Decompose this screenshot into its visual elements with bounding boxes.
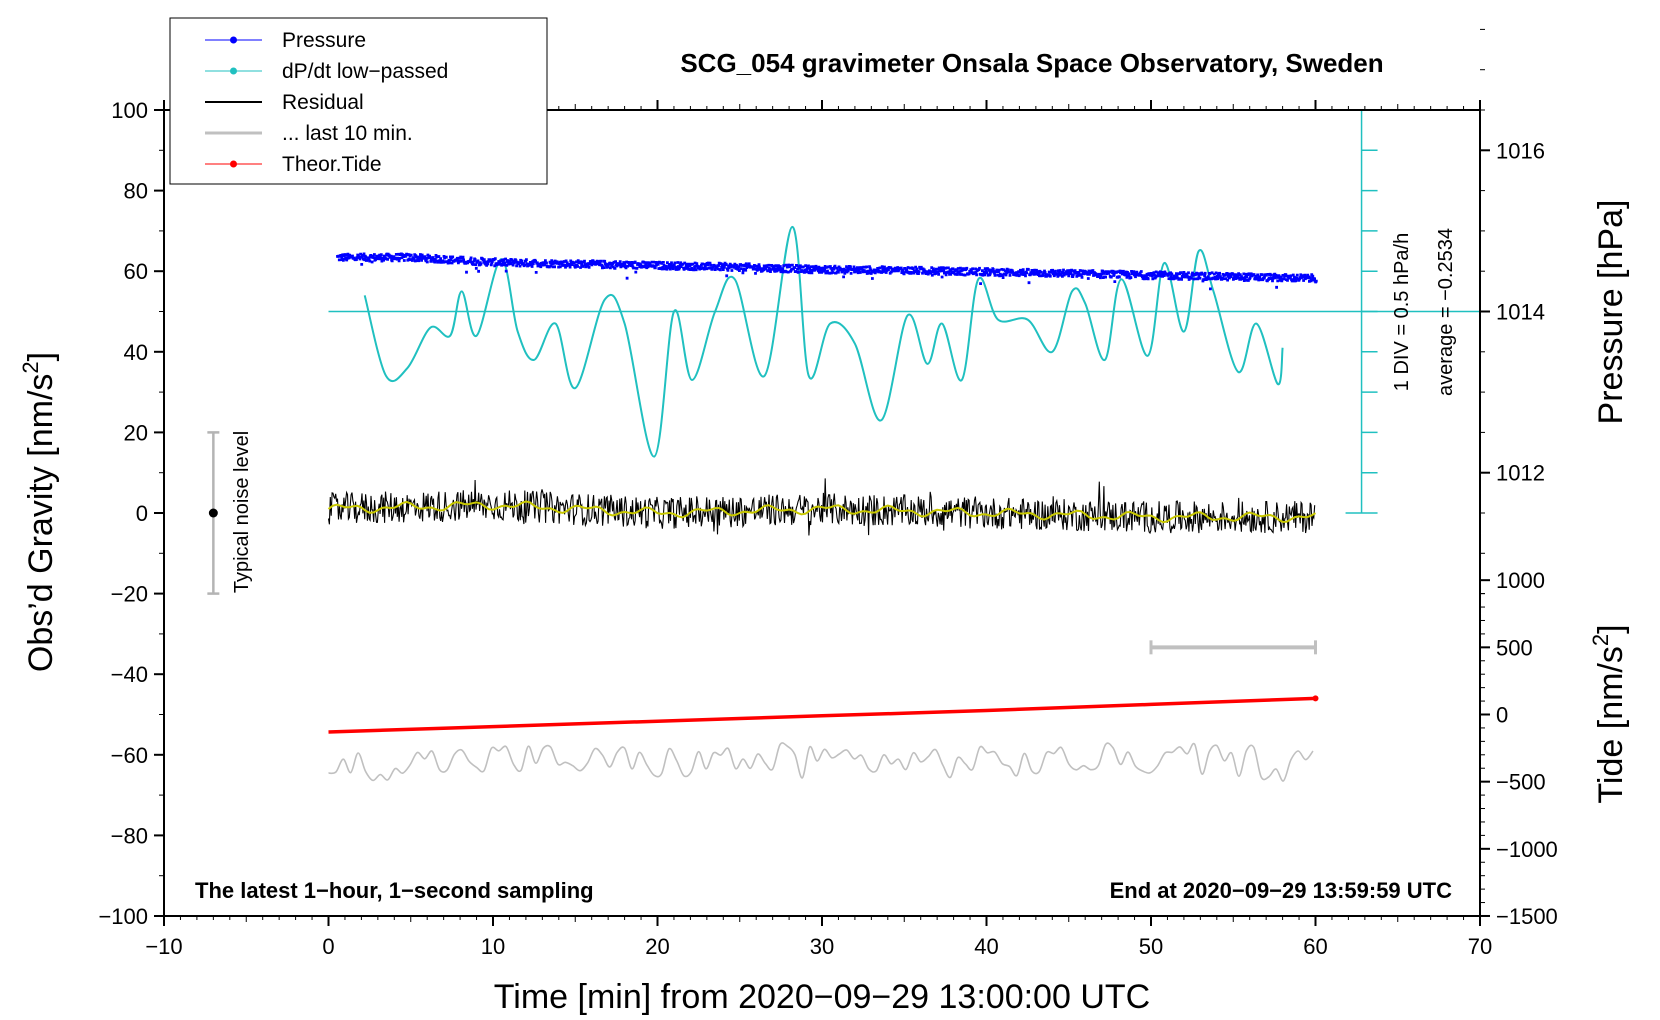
x-tick-label: 20 [645,934,669,959]
legend-swatch-marker [230,160,237,168]
residual-smoothed-line [327,500,1317,524]
x-tick-label: 10 [481,934,505,959]
tide-tick-label: −1000 [1496,837,1558,862]
y-tick-label: 40 [124,340,148,365]
y-axis-title-gravity-end: ] [22,352,60,361]
y-axis-title-tide-main: Tide [nm/s [1592,646,1630,803]
legend-label: Pressure [282,29,366,52]
residual-line [327,478,1316,536]
pressure-tick-label: 1014 [1496,300,1545,325]
y-tick-label: −60 [111,743,148,768]
y-axis-title-gravity-sup: 2 [18,361,43,373]
x-tick-label: 60 [1303,934,1327,959]
x-tick-label: −10 [145,934,182,959]
last10-line [328,742,1314,782]
pressure-tick-label: 1012 [1496,461,1545,486]
pressure-tick-label: 1016 [1496,138,1545,163]
dpdt-div-label: 1 DIV = 0.5 hPa/h [1391,233,1413,391]
noise-level-label: Typical noise level [231,431,253,593]
noise-center-point [208,508,218,518]
x-tick-label: 40 [974,934,998,959]
legend-label: ... last 10 min. [282,122,413,145]
y-tick-label: −80 [111,823,148,848]
chart-title: SCG_054 gravimeter Onsala Space Observat… [680,48,1383,78]
y-axis-title-tide-end: ] [1592,624,1630,633]
tide-tick-label: 0 [1496,703,1508,728]
axes-layer: −10 0 10 20 30 40 50 60 70−100−80−60−40−20020406… [98,28,1558,959]
y-tick-label: −40 [111,662,148,687]
tide-end-point [1312,695,1319,702]
tide-tick-label: −1500 [1496,904,1558,929]
x-tick-label: 70 [1468,934,1492,959]
legend: Pressure dP/dt low−passed Residual ... last… [169,17,548,185]
x-tick-label: 30 [810,934,834,959]
legend-items: Pressure dP/dt low−passed Residual ... last… [205,29,448,176]
x-axis-title: Time [min] from 2020−09−29 13:00:00 UTC [494,978,1150,1016]
y-axis-title-gravity-main: Obs’d Gravity [nm/s [22,374,60,673]
series-layer [207,109,1480,782]
y-tick-label: 60 [124,259,148,284]
pressure-points [336,252,1318,291]
y-axis-title-gravity: Obs’d Gravity [nm/s2] [18,352,60,672]
y-axis-title-tide: Tide [nm/s2] [1588,624,1630,803]
plot-frame [163,109,1481,917]
legend-label: dP/dt low−passed [282,60,448,83]
y-tick-label: −100 [98,904,148,929]
tide-tick-label: −500 [1496,770,1546,795]
y-axis-title-pressure: Pressure [hPa] [1592,200,1630,425]
dpdt-line [363,225,1284,458]
x-tick-label: 0 [322,934,334,959]
x-tick-label: 50 [1139,934,1163,959]
legend-swatch-marker [230,67,237,75]
y-tick-label: 100 [111,98,148,123]
y-tick-label: 20 [124,420,148,445]
legend-label: Residual [282,91,364,114]
y-tick-label: −20 [111,582,148,607]
tide-line [328,696,1316,734]
y-tick-label: 80 [124,179,148,204]
annotation-end-time: End at 2020−09−29 13:59:59 UTC [1110,878,1453,903]
tide-tick-label: 500 [1496,635,1533,660]
y-axis-title-tide-sup: 2 [1588,634,1613,646]
dpdt-average-label: average = −0.2534 [1435,228,1457,396]
y-tick-label: 0 [136,501,148,526]
legend-swatch-marker [230,36,237,44]
annotation-sampling: The latest 1−hour, 1−second sampling [195,878,594,903]
tide-tick-label: 1000 [1496,568,1545,593]
legend-label: Theor.Tide [282,153,382,176]
